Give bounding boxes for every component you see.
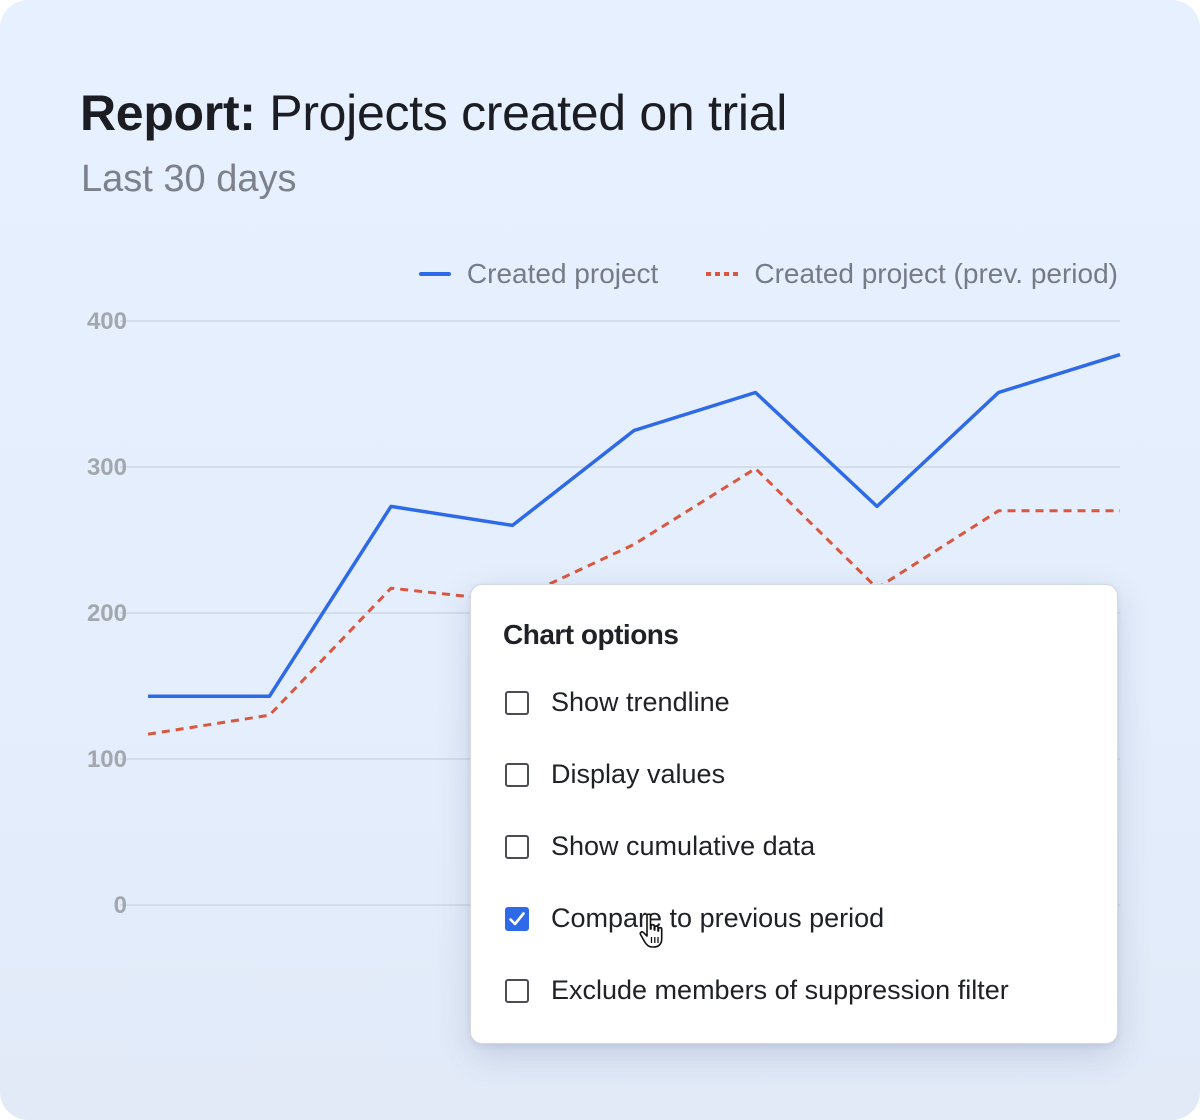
checkbox-display-values[interactable]	[505, 762, 529, 787]
option-label: Show cumulative data	[551, 831, 816, 861]
y-tick-label: 300	[87, 454, 127, 481]
option-show-trendline[interactable]: Show trendline	[505, 687, 730, 718]
option-exclude-suppression[interactable]: Exclude members of suppression filter	[505, 975, 1009, 1006]
option-label: Compare to previous period	[551, 903, 885, 933]
legend-swatch-solid	[418, 272, 451, 276]
option-label: Exclude members of suppression filter	[551, 975, 1009, 1005]
series-line-current	[148, 352, 1121, 698]
chart-legend: Created project Created project (prev. p…	[418, 258, 1118, 290]
y-tick-label: 0	[114, 892, 127, 919]
chart-series	[147, 352, 1121, 736]
legend-label-previous: Created project (prev. period)	[754, 258, 1118, 289]
legend-item-previous[interactable]: Created project (prev. period)	[706, 258, 1118, 290]
report-subtitle: Last 30 days	[81, 158, 297, 200]
checkbox-show-trendline[interactable]	[505, 690, 529, 715]
checkbox-show-cumulative[interactable]	[505, 834, 529, 859]
checkmark-icon	[509, 911, 525, 925]
y-axis-ticks: 400 300 200 100 0	[87, 308, 127, 919]
report-title: Report: Projects created on trial	[80, 84, 787, 142]
option-show-cumulative[interactable]: Show cumulative data	[505, 831, 815, 862]
report-title-text: Projects created on trial	[255, 85, 788, 141]
y-tick-label: 100	[87, 746, 127, 773]
checkbox-compare-previous[interactable]	[505, 906, 529, 931]
y-tick-label: 200	[87, 600, 127, 627]
legend-swatch-dotted	[706, 272, 739, 276]
chart-options-popup: Chart options Show trendline Display val…	[470, 584, 1118, 1044]
legend-label-current: Created project	[466, 258, 659, 289]
report-title-prefix: Report:	[80, 85, 256, 141]
option-compare-previous[interactable]: Compare to previous period	[505, 903, 884, 934]
option-label: Display values	[551, 759, 726, 789]
option-label: Show trendline	[551, 687, 730, 717]
y-tick-label: 400	[87, 308, 127, 335]
checkbox-exclude-suppression[interactable]	[505, 978, 529, 1003]
hand-pointer-icon	[639, 913, 663, 948]
option-display-values[interactable]: Display values	[505, 759, 725, 790]
legend-item-current[interactable]: Created project	[418, 258, 659, 290]
chart-options-title: Chart options	[503, 619, 679, 650]
